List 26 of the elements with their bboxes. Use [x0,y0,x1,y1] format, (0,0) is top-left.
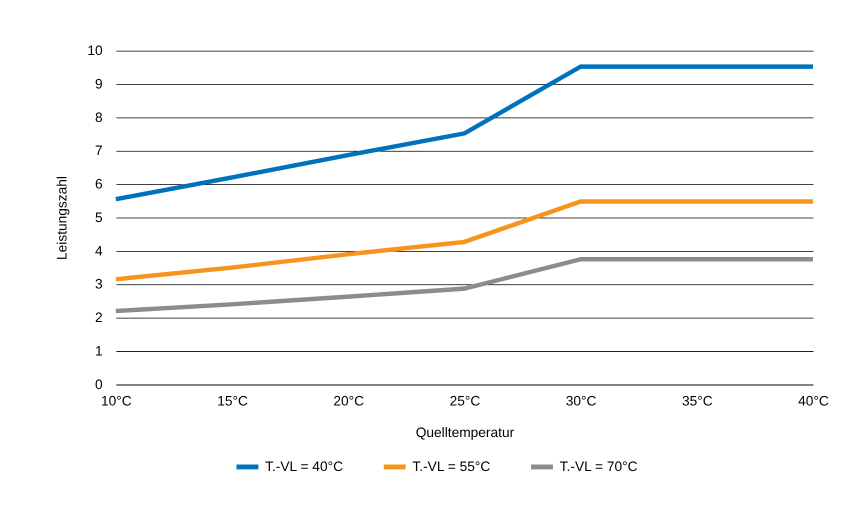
line-series [114,257,816,314]
legend-label: T.-VL = 55°C [412,458,490,474]
line-series [114,64,816,202]
legend-label: T.-VL = 40°C [265,458,344,474]
y-tick-label: 0 [94,376,103,392]
y-tick-label: 7 [94,143,103,158]
x-tick-label: 30°C [566,394,597,409]
y-tick-label: 9 [94,76,103,92]
y-tick-label: 10 [87,43,103,58]
y-tick-label: 6 [94,176,103,192]
x-tick-label: 35°C [682,394,713,409]
x-tick-label: 15°C [217,394,248,409]
x-tick-label: 40°C [798,394,829,409]
y-axis-title: Leistungszahl [54,176,70,260]
y-tick-label: 4 [94,243,103,258]
line-series [114,199,816,282]
x-tick-label: 25°C [450,394,480,409]
y-tick-label: 2 [94,310,103,326]
legend-label: T.-VL = 70°C [560,458,638,474]
y-tick-label: 8 [94,110,103,125]
y-tick-label: 5 [94,210,103,225]
y-tick-label: 3 [94,276,103,292]
y-tick-label: 1 [94,343,103,358]
x-axis-title: Quelltemperatur [416,424,515,440]
x-tick-label: 10°C [101,394,132,409]
x-tick-label: 20°C [333,394,364,409]
